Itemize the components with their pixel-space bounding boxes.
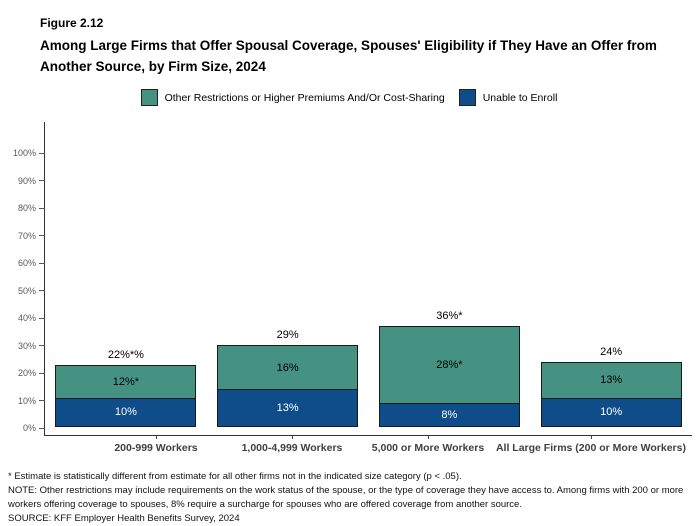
bar-total-label: 29%	[276, 329, 299, 342]
y-axis-tick-label: 10%	[17, 395, 36, 406]
bar: 13% 10%	[540, 361, 682, 427]
y-axis-tick	[39, 372, 45, 374]
y-axis-tick-label: 40%	[17, 313, 36, 323]
bar-group-all-large-firms: 24% 13% 10%	[530, 152, 692, 427]
bar-segment-label: 13%	[276, 402, 299, 415]
chart-header: Figure 2.12 Among Large Firms that Offer…	[0, 0, 698, 77]
bar-segment-other-restrictions: 12%*	[56, 365, 196, 399]
legend: Other Restrictions or Higher Premiums An…	[0, 89, 698, 106]
bar-segment-unable-to-enroll: 10%	[56, 398, 196, 426]
x-axis-category-label: All Large Firms (200 or More Workers)	[495, 442, 686, 454]
y-axis-tick-label: 60%	[17, 258, 36, 268]
x-axis-labels: 200-999 Workers 1,000-4,999 Workers 5,00…	[44, 436, 692, 454]
bar-segment-label: 12%*	[112, 375, 140, 388]
y-axis-tick-label: 30%	[17, 340, 36, 351]
y-axis-tick	[39, 317, 45, 319]
footnote-source: SOURCE: KFF Employer Health Benefits Sur…	[8, 513, 240, 524]
bar: 12%* 10%	[55, 364, 197, 427]
x-axis-category-label: 1,000-4,999 Workers	[241, 442, 343, 454]
page-title: Among Large Firms that Offer Spousal Cov…	[40, 38, 657, 74]
y-axis-tick-label: 20%	[17, 368, 36, 378]
y-axis-tick	[39, 235, 45, 236]
bar-total-label: 24%	[600, 345, 623, 358]
bar-segment-unable-to-enroll: 10%	[541, 398, 681, 426]
y-axis-tick-label: 50%	[17, 285, 36, 296]
bar-segment-label: 10%	[114, 406, 137, 419]
x-axis-category-label: 5,000 or More Workers	[371, 442, 485, 454]
legend-item-other-restrictions: Other Restrictions or Higher Premiums An…	[140, 89, 445, 106]
figure-number: Figure 2.12	[40, 16, 104, 30]
bar-segment-unable-to-enroll: 8%	[379, 404, 519, 426]
bar-segment-unable-to-enroll: 13%	[218, 390, 358, 426]
x-axis-category-label: 200-999 Workers	[114, 442, 198, 454]
plot-area: 22%*% 12%* 10% 29% 16% 13	[13, 122, 692, 436]
legend-label: Unable to Enroll	[482, 91, 558, 104]
y-axis-tick	[39, 400, 45, 401]
y-axis-tick	[39, 345, 45, 346]
y-axis-tick	[39, 152, 45, 154]
y-axis-tick-label: 90%	[17, 175, 36, 186]
bar-group-200-999: 22%*% 12%* 10%	[45, 152, 207, 427]
bar-total-label: 22%*%	[107, 348, 144, 361]
footnote-significance: * Estimate is statistically different fr…	[8, 471, 462, 482]
x-axis-category: All Large Firms (200 or More Workers)	[496, 436, 686, 454]
footnote-note: NOTE: Other restrictions may include req…	[8, 485, 684, 510]
legend-swatch-green-icon	[140, 89, 158, 106]
bar-segment-label: 16%	[276, 361, 299, 374]
bar-segment-label: 8%	[441, 409, 458, 421]
x-axis-category: 5,000 or More Workers	[360, 436, 496, 454]
stacked-bar-chart: 22%*% 12%* 10% 29% 16% 13	[0, 122, 698, 454]
legend-swatch-blue-icon	[458, 89, 476, 106]
y-axis-tick	[39, 290, 45, 291]
bar-group-1000-4999: 29% 16% 13%	[207, 152, 369, 427]
footnotes: * Estimate is statistically different fr…	[0, 454, 698, 526]
bar: 16% 13%	[217, 345, 359, 427]
x-axis-category: 1,000-4,999 Workers	[224, 436, 360, 454]
y-axis-tick-label: 80%	[17, 203, 36, 213]
bar-segment-other-restrictions: 28%*	[379, 327, 519, 404]
bars-row: 22%*% 12%* 10% 29% 16% 13	[45, 152, 692, 427]
bar-segment-other-restrictions: 16%	[218, 346, 358, 391]
bar-total-label: 36%*	[436, 310, 463, 322]
y-axis-tick	[39, 427, 45, 429]
legend-label: Other Restrictions or Higher Premiums An…	[164, 91, 445, 104]
bar-segment-label: 28%*	[436, 359, 463, 371]
x-axis-category: 200-999 Workers	[88, 436, 224, 454]
y-axis-tick	[39, 207, 45, 209]
y-axis-tick-label: 0%	[22, 423, 36, 433]
y-axis-tick	[39, 180, 45, 181]
y-axis-tick-label: 70%	[17, 230, 36, 241]
bar-group-5000-or-more: 36%* 28%* 8%	[369, 152, 531, 427]
y-axis-tick	[39, 262, 45, 264]
legend-item-unable-to-enroll: Unable to Enroll	[458, 89, 558, 106]
bar-segment-other-restrictions: 13%	[541, 362, 681, 399]
bar: 28%* 8%	[378, 326, 520, 427]
bar-segment-label: 10%	[600, 406, 623, 419]
y-axis-tick-label: 100%	[12, 148, 36, 158]
bar-segment-label: 13%	[600, 374, 623, 387]
